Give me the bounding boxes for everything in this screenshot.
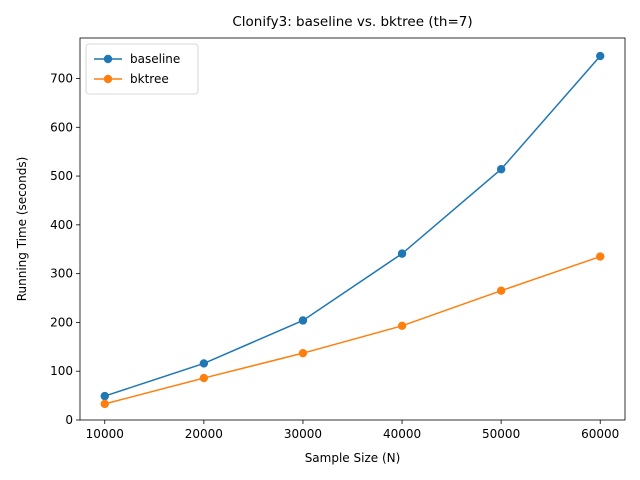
- y-tick-label: 100: [50, 364, 73, 378]
- x-tick-label: 20000: [185, 427, 223, 441]
- data-point-baseline: [496, 165, 506, 174]
- y-tick-label: 0: [65, 413, 73, 427]
- data-point-baseline: [199, 359, 209, 368]
- data-point-baseline: [397, 249, 407, 258]
- series-line-baseline: [104, 55, 601, 397]
- plot-frame: [79, 37, 626, 421]
- legend-label-bktree: bktree: [130, 72, 169, 86]
- data-point-baseline: [298, 316, 308, 325]
- chart-title: Clonify3: baseline vs. bktree (th=7): [232, 14, 472, 30]
- legend-swatch-marker-bktree: [103, 74, 113, 84]
- data-point-bktree: [397, 321, 407, 331]
- data-point-bktree: [100, 399, 109, 409]
- legend-box: [85, 43, 199, 95]
- data-point-bktree: [298, 348, 308, 358]
- x-tick-label: 60000: [581, 427, 619, 441]
- y-tick-label: 200: [50, 315, 73, 329]
- legend-label-baseline: baseline: [130, 52, 180, 66]
- x-tick-label: 50000: [482, 427, 520, 441]
- series-layer: [100, 51, 605, 409]
- x-tick-label: 40000: [383, 427, 421, 441]
- y-tick-label: 400: [50, 218, 73, 232]
- series-baseline: [100, 51, 605, 401]
- y-axis-label: Running Time (seconds): [15, 157, 29, 302]
- series-line-bktree: [104, 255, 601, 405]
- x-tick-label: 10000: [86, 427, 124, 441]
- series-bktree: [100, 252, 605, 409]
- ticks-layer: 10000 20000 30000 40000 50000 60000 0 100 200 300…: [50, 71, 619, 441]
- data-point-baseline: [596, 51, 605, 61]
- data-point-bktree: [496, 286, 506, 295]
- data-point-baseline: [100, 391, 109, 401]
- data-point-bktree: [596, 252, 605, 261]
- y-tick-label: 600: [50, 120, 73, 134]
- y-tick-label: 700: [50, 71, 73, 85]
- y-tick-label: 500: [50, 169, 73, 183]
- data-point-bktree: [199, 373, 209, 383]
- y-tick-label: 300: [50, 267, 73, 281]
- legend-swatch-marker-baseline: [103, 54, 113, 64]
- legend: baseline bktree: [85, 43, 199, 95]
- x-axis-label: Sample Size (N): [305, 451, 401, 465]
- x-tick-label: 30000: [284, 427, 322, 441]
